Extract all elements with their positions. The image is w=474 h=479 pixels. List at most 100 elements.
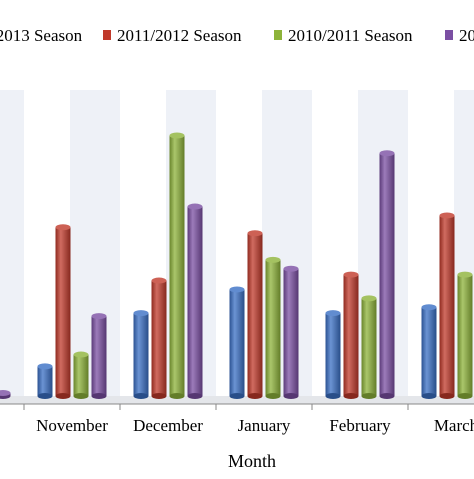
- bar-base: [37, 393, 53, 399]
- bars-layer: [0, 132, 473, 399]
- legend-item: 2011/2012 Season: [103, 26, 242, 45]
- bar-body: [247, 233, 263, 396]
- bar-base: [169, 393, 185, 399]
- bar-cap: [37, 363, 53, 370]
- bar-base: [265, 393, 281, 399]
- bar: [439, 212, 455, 399]
- bar-body: [457, 274, 473, 396]
- bar: [457, 271, 473, 399]
- legend-swatch: [274, 30, 282, 40]
- bar: [55, 224, 71, 399]
- bar-base: [457, 393, 473, 399]
- legend-item: 2010/2011 Season: [274, 26, 413, 45]
- bar-base: [379, 393, 395, 399]
- bar-base: [247, 393, 263, 399]
- bar-cap: [73, 351, 89, 358]
- bar-cap: [265, 256, 281, 263]
- bar-cap: [229, 286, 245, 293]
- bar-body: [133, 313, 149, 396]
- legend: 2012/2013 Season 2011/2012 Season 2010/201…: [0, 26, 474, 45]
- bar-cap: [457, 271, 473, 278]
- x-axis-title: Month: [228, 451, 276, 471]
- bar-base: [283, 393, 299, 399]
- x-axis: November December January February March: [0, 403, 474, 435]
- bar-base: [343, 393, 359, 399]
- bar-body: [265, 259, 281, 396]
- x-tick-label: December: [133, 416, 203, 435]
- legend-label: 2009/2010 Season: [459, 26, 474, 45]
- bar-cap: [151, 277, 167, 284]
- bar-cap: [439, 212, 455, 219]
- bar: [169, 132, 185, 399]
- bar-cap: [133, 310, 149, 317]
- bar-cap: [247, 230, 263, 237]
- bar: [91, 313, 107, 399]
- bar-base: [361, 393, 377, 399]
- bar-body: [361, 298, 377, 396]
- bar-base: [325, 393, 341, 399]
- bar-cap: [55, 224, 71, 231]
- bar-body: [187, 206, 203, 396]
- bar-base: [73, 393, 89, 399]
- bar-body: [439, 215, 455, 396]
- plot-band: [0, 90, 24, 396]
- bar: [229, 286, 245, 399]
- legend-item: 2012/2013 Season: [0, 26, 83, 45]
- bar-body: [283, 268, 299, 396]
- bar: [265, 256, 281, 399]
- x-tick-label: March: [434, 416, 474, 435]
- bar: [325, 310, 341, 399]
- bar-body: [151, 280, 167, 396]
- legend-swatch: [445, 30, 453, 40]
- bar-body: [325, 313, 341, 396]
- bar: [247, 230, 263, 399]
- bar: [379, 150, 395, 399]
- bar: [187, 203, 203, 399]
- bar: [421, 304, 437, 399]
- bar-base: [133, 393, 149, 399]
- bar: [73, 351, 89, 399]
- bar-base: [439, 393, 455, 399]
- legend-item: 2009/2010 Season: [445, 26, 474, 45]
- legend-label: 2010/2011 Season: [288, 26, 413, 45]
- bar: [0, 390, 11, 399]
- bar: [151, 277, 167, 399]
- bar: [283, 265, 299, 399]
- legend-label: 2012/2013 Season: [0, 26, 83, 45]
- bar-cap: [361, 295, 377, 302]
- bar: [133, 310, 149, 399]
- legend-label: 2011/2012 Season: [117, 26, 242, 45]
- bar-body: [55, 227, 71, 396]
- bar-base: [91, 393, 107, 399]
- x-tick-label: January: [238, 416, 291, 435]
- bar-cap: [379, 150, 395, 157]
- x-tick-label: February: [329, 416, 391, 435]
- bar-body: [421, 307, 437, 396]
- bar-body: [343, 274, 359, 396]
- bar-base: [55, 393, 71, 399]
- bar-cap: [343, 271, 359, 278]
- bar-base: [187, 393, 203, 399]
- x-tick-label: November: [36, 416, 108, 435]
- bar-body: [379, 153, 395, 396]
- bar-base: [229, 393, 245, 399]
- bar-cap: [325, 310, 341, 317]
- bar: [361, 295, 377, 399]
- bar-cap: [283, 265, 299, 272]
- bar-base: [421, 393, 437, 399]
- bar-base: [151, 393, 167, 399]
- bar-cap: [169, 132, 185, 139]
- bar-cap: [187, 203, 203, 210]
- bar-body: [169, 135, 185, 396]
- bar-body: [91, 316, 107, 396]
- bar-body: [229, 289, 245, 396]
- bar-cap: [0, 390, 11, 397]
- bar: [37, 363, 53, 399]
- legend-swatch: [103, 30, 111, 40]
- bar: [343, 271, 359, 399]
- bar-body: [73, 354, 89, 396]
- bar-cap: [421, 304, 437, 311]
- bar-cap: [91, 313, 107, 320]
